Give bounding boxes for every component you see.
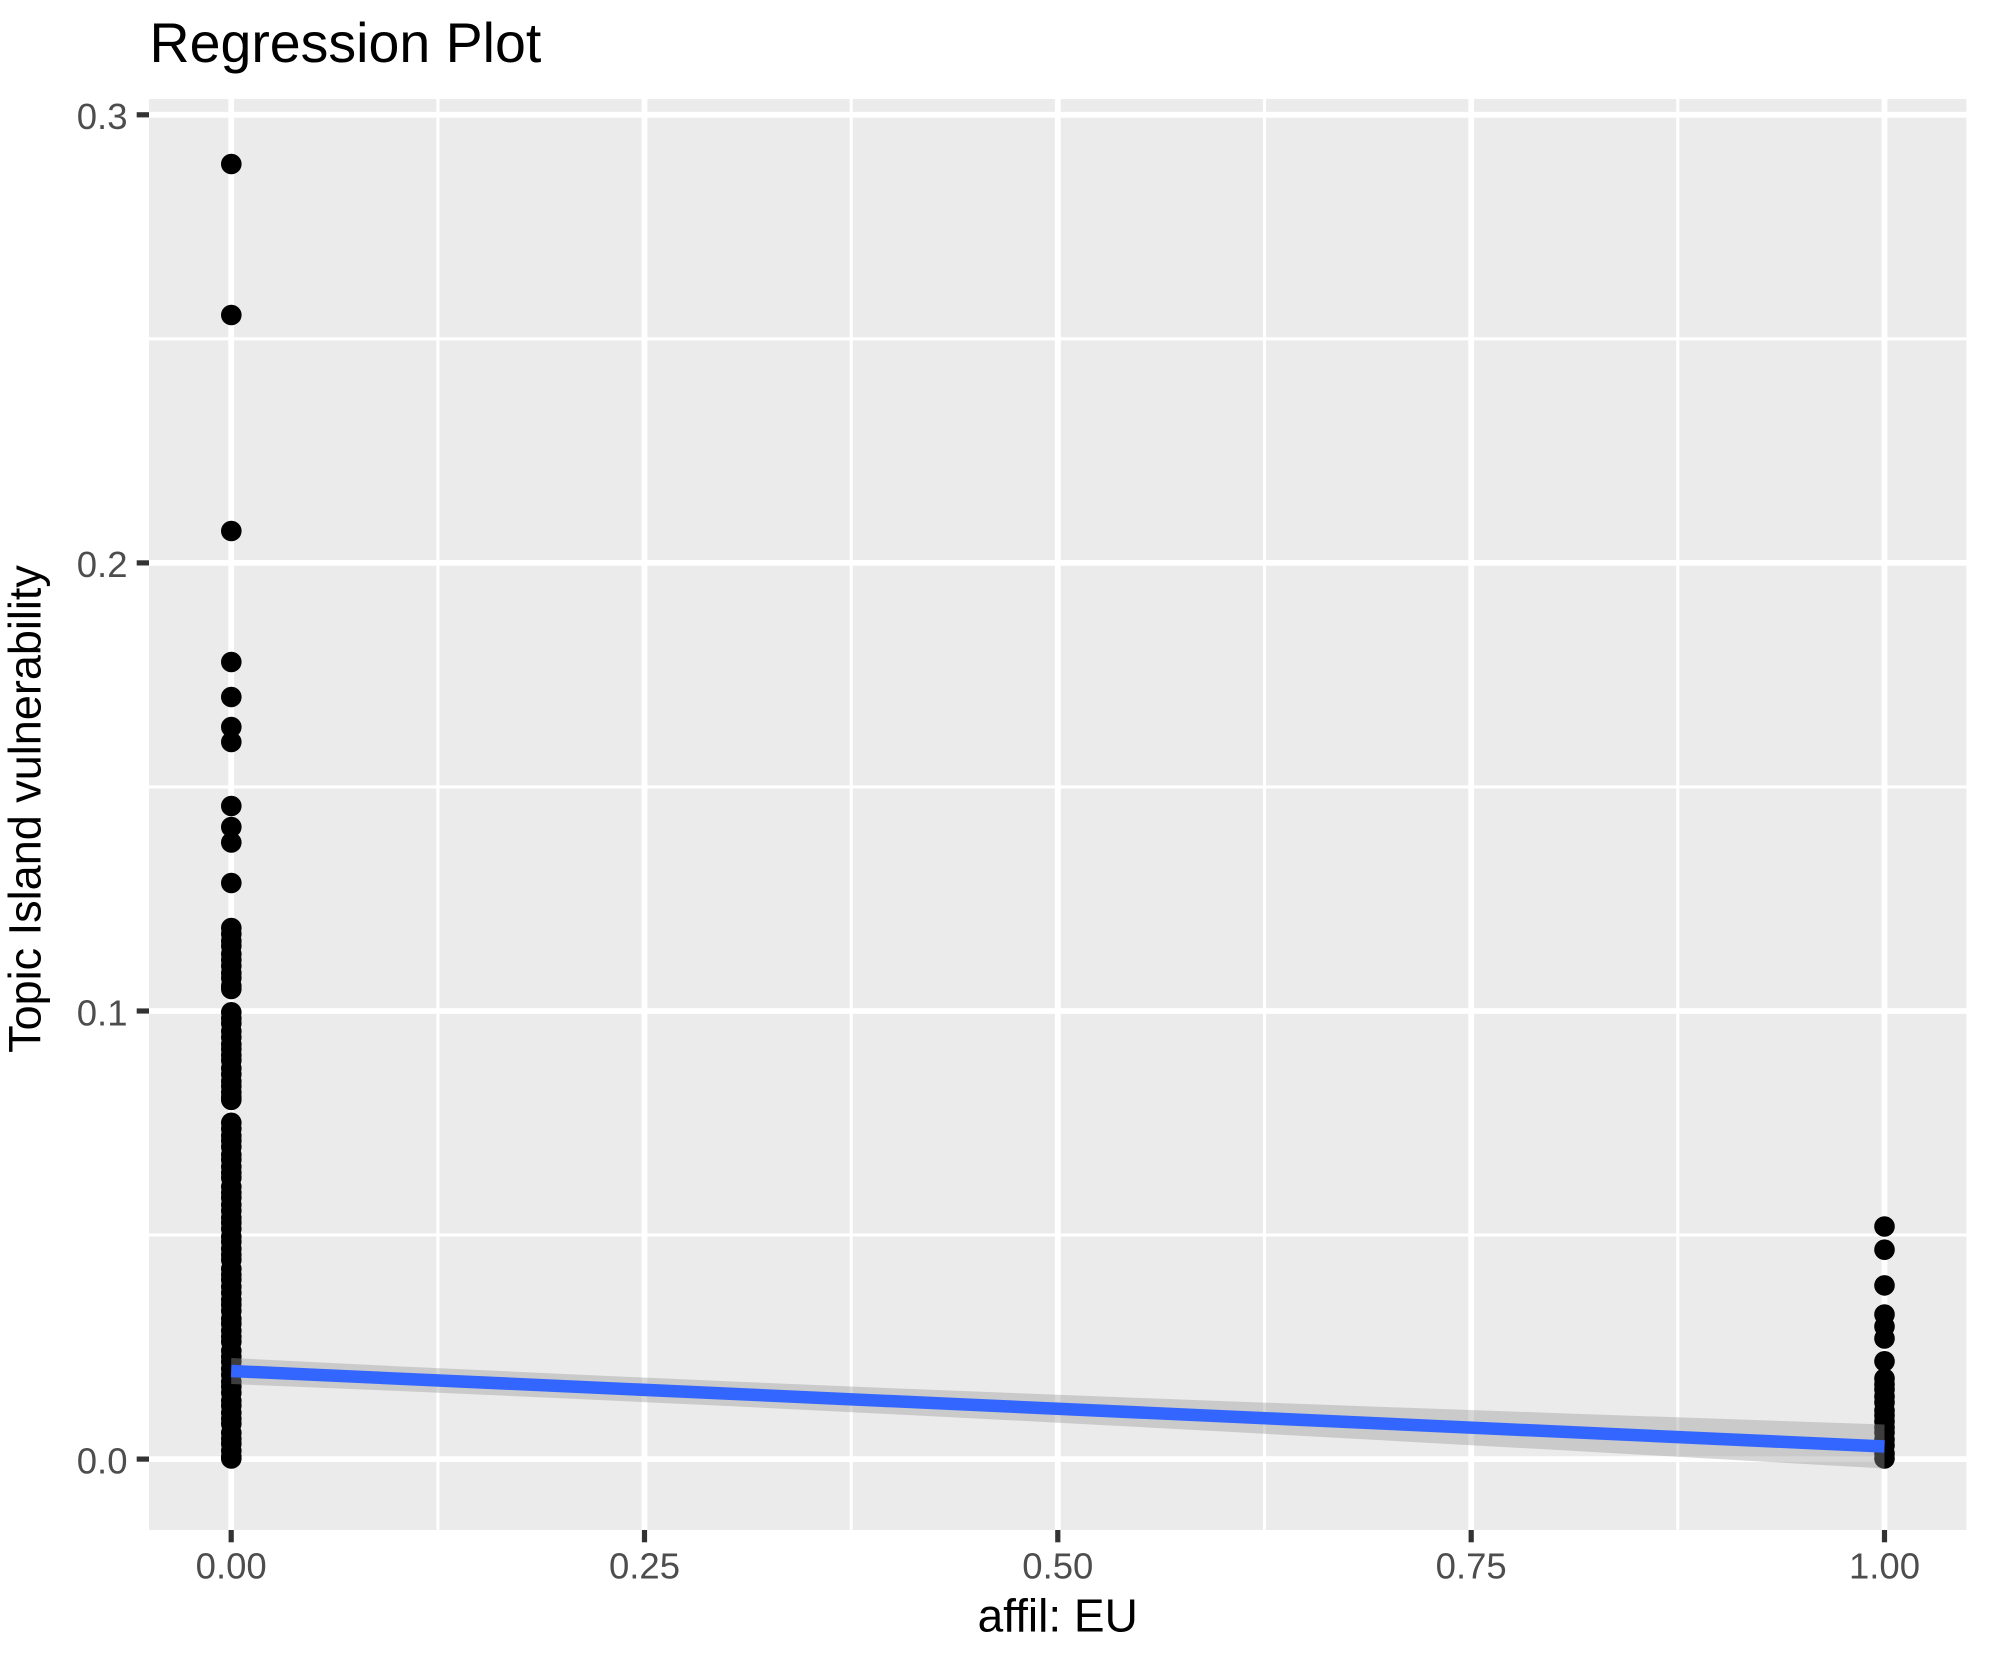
svg-text:affil: EU: affil: EU <box>978 1590 1138 1642</box>
svg-text:0.25: 0.25 <box>609 1546 680 1587</box>
svg-text:0.2: 0.2 <box>77 544 128 585</box>
svg-text:0.75: 0.75 <box>1436 1546 1507 1587</box>
svg-text:0.3: 0.3 <box>77 96 128 137</box>
svg-text:Topic Island vulnerability: Topic Island vulnerability <box>0 565 51 1053</box>
svg-text:0.50: 0.50 <box>1022 1546 1093 1587</box>
svg-text:Regression Plot: Regression Plot <box>150 12 542 74</box>
svg-text:1.00: 1.00 <box>1849 1546 1920 1587</box>
svg-text:0.00: 0.00 <box>196 1546 267 1587</box>
svg-text:0.0: 0.0 <box>77 1440 128 1481</box>
svg-text:0.1: 0.1 <box>77 992 128 1033</box>
